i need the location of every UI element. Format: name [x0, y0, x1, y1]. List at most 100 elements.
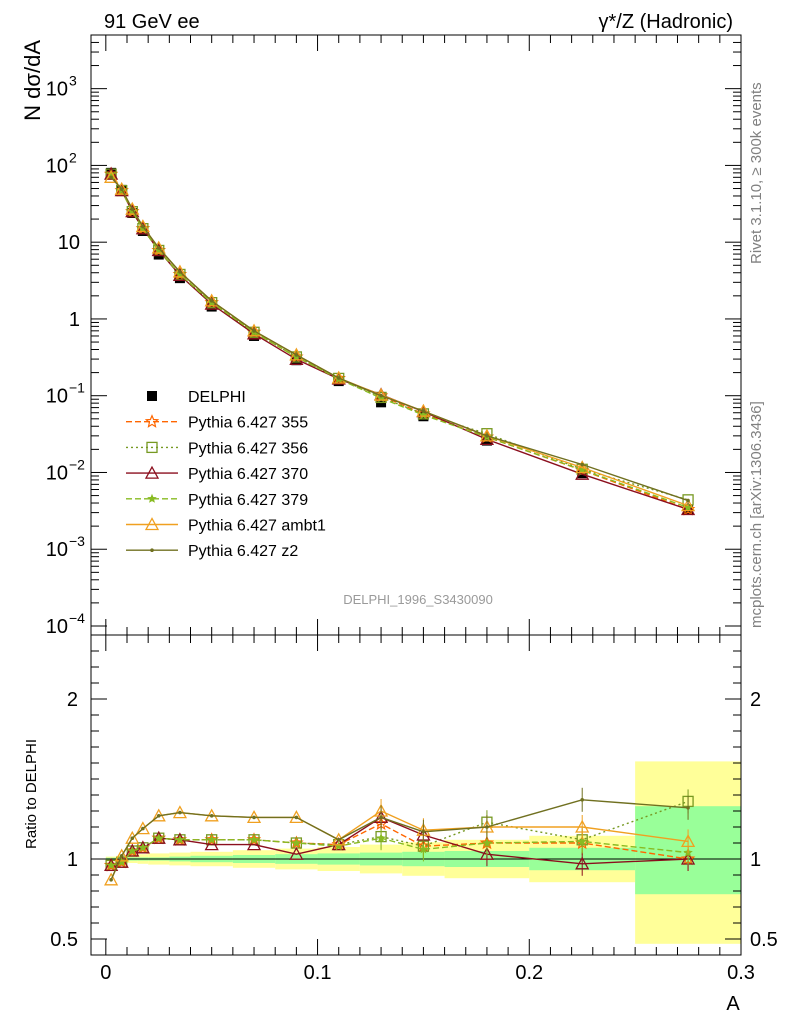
- ratio-data-point: [252, 815, 256, 820]
- ratio-data-point: [485, 825, 489, 829]
- main-y-tick-exponent: 3: [69, 73, 77, 89]
- main-data-point: [119, 187, 124, 192]
- main-data-point: [331, 370, 346, 384]
- ratio-data-point: [331, 832, 346, 846]
- main-data-point: [575, 460, 590, 474]
- main-data-point: [577, 464, 587, 474]
- main-series-5: [104, 169, 696, 512]
- legend-label: Pythia 6.427 379: [188, 492, 308, 509]
- legend-marker: [146, 441, 158, 454]
- ratio-y-axis: 0.5 0.5 1 1 2 2: [50, 650, 778, 951]
- main-data-point: [130, 207, 135, 211]
- ratio-y-tick-label-right: 2: [750, 689, 761, 711]
- legend-entry: Pythia 6.427 379: [126, 492, 308, 509]
- ratio-data-point: [204, 832, 219, 846]
- main-data-point: [294, 353, 299, 357]
- legend: DELPHI Pythia 6.427 355 Pythia 6.427 356 Py…: [126, 389, 326, 560]
- main-y-tick-exponent: −2: [69, 456, 85, 472]
- ratio-data-point: [135, 821, 150, 835]
- main-data-point: [485, 434, 489, 438]
- main-data-point: [289, 351, 304, 365]
- ratio-data-point: [376, 833, 386, 843]
- ratio-data-point: [141, 826, 145, 831]
- x-axis-label: A: [726, 993, 740, 1015]
- ratio-y-tick-label: 1: [67, 849, 78, 871]
- main-data-point: [141, 224, 145, 229]
- ratio-data-point: [116, 857, 127, 867]
- ratio-data-point: [289, 846, 304, 860]
- main-series-0: [106, 167, 694, 515]
- legend-entry: Pythia 6.427 ambt1: [126, 517, 326, 535]
- ratio-data-point: [104, 872, 119, 886]
- watermark: DELPHI_1996_S3430090: [343, 592, 493, 607]
- main-y-tick-exponent: −4: [69, 610, 85, 626]
- ratio-data-point: [291, 838, 302, 847]
- main-data-point: [154, 245, 164, 255]
- x-tick-label: 0: [100, 962, 111, 984]
- main-y-tick-label: 10: [46, 155, 68, 177]
- ratio-data-point: [249, 834, 259, 844]
- legend-label: DELPHI: [188, 389, 246, 406]
- ratio-data-point: [119, 854, 124, 858]
- ratio-data-point: [172, 805, 188, 819]
- main-series-3: [104, 166, 696, 516]
- legend-entry: Pythia 6.427 355: [126, 414, 308, 432]
- ratio-data-point: [154, 833, 164, 843]
- main-y-axis-label: N dσ/dA: [20, 40, 45, 121]
- main-data-point: [575, 466, 590, 480]
- main-data-point: [114, 183, 129, 197]
- legend-marker: [144, 517, 160, 531]
- ratio-series-group: [103, 787, 696, 886]
- ratio-data-point: [106, 860, 116, 870]
- ratio-data-point: [421, 830, 426, 834]
- ratio-data-point: [331, 837, 346, 851]
- ratio-data-point: [109, 878, 113, 882]
- legend-label: Pythia 6.427 355: [188, 415, 308, 432]
- ratio-data-point: [204, 837, 219, 851]
- main-y-tick-label: 10: [46, 539, 68, 561]
- ratio-data-point: [575, 819, 590, 833]
- ratio-data-point: [294, 815, 299, 820]
- main-data-point: [379, 393, 383, 398]
- main-data-point: [151, 240, 166, 254]
- x-tick-label: 0.1: [304, 962, 332, 984]
- main-y-tick-label: 10: [46, 386, 68, 408]
- legend-entry: Pythia 6.427 370: [126, 465, 308, 483]
- legend-marker: [147, 493, 157, 503]
- main-data-point: [109, 175, 113, 180]
- ratio-data-point: [575, 856, 590, 870]
- ratio-data-point: [379, 815, 383, 820]
- ratio-data-point: [479, 846, 495, 860]
- ratio-y-tick-label: 2: [67, 689, 78, 711]
- header-right: γ*/Z (Hadronic): [599, 11, 733, 33]
- ratio-data-point: [114, 848, 129, 862]
- ratio-data-point: [686, 806, 690, 810]
- main-data-point: [680, 502, 696, 516]
- main-data-point: [252, 329, 256, 333]
- legend-label: Pythia 6.427 370: [188, 466, 308, 483]
- ratio-data-point: [206, 834, 217, 844]
- ratio-y-tick-label-right: 1: [750, 849, 761, 871]
- ratio-y-tick-label-right: 0.5: [750, 929, 778, 951]
- main-series-1: [103, 166, 696, 516]
- ratio-data-point: [336, 838, 341, 842]
- main-data-point: [153, 249, 164, 260]
- ratio-data-point: [334, 841, 344, 851]
- legend-entry: Pythia 6.427 z2: [126, 543, 298, 560]
- main-data-point: [104, 169, 119, 183]
- main-series-6: [109, 175, 690, 503]
- main-y-tick-exponent: −1: [69, 380, 85, 396]
- main-y-tick-label: 1: [69, 309, 80, 331]
- legend-marker: [144, 465, 160, 479]
- main-data-point: [206, 301, 217, 312]
- ratio-series-5: [109, 787, 690, 882]
- main-series-line: [110, 173, 689, 509]
- ratio-data-point: [138, 842, 148, 852]
- main-x-axis: [105, 35, 742, 635]
- legend-marker: [147, 391, 157, 401]
- main-data-point: [680, 498, 696, 512]
- main-series-group: [103, 166, 696, 516]
